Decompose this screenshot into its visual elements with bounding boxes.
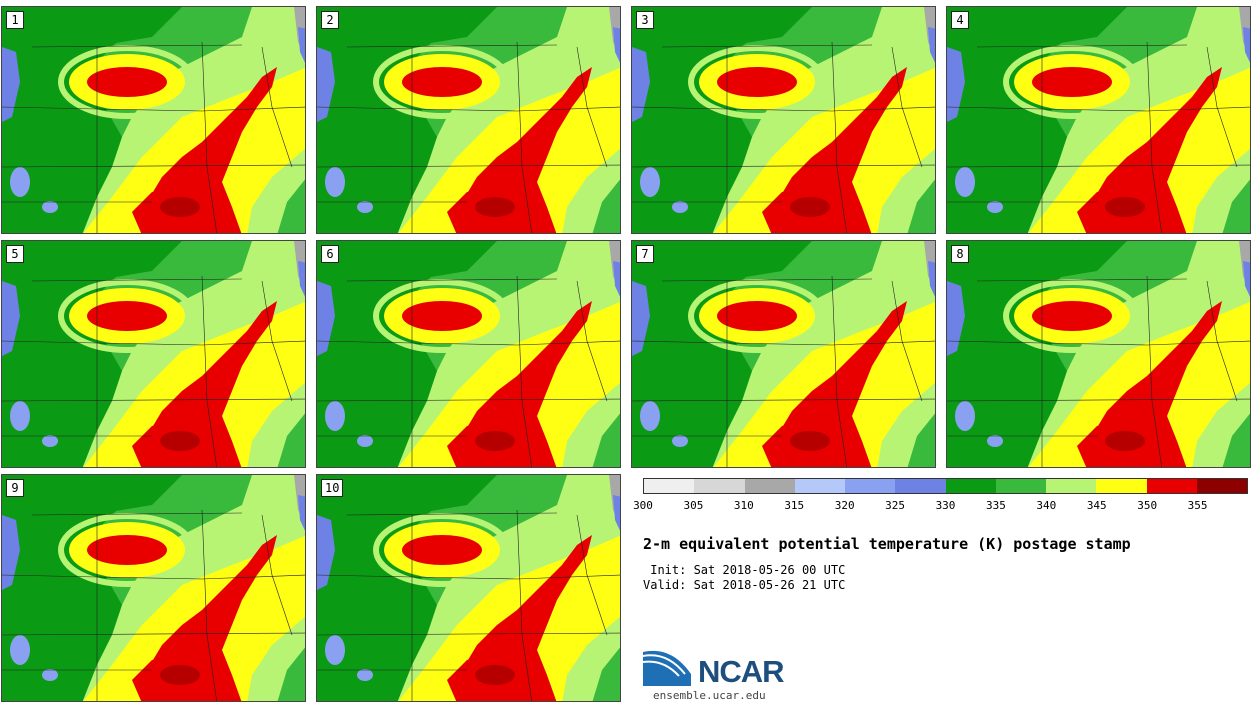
colorbar-swatch: [694, 479, 745, 493]
colorbar-swatch: [644, 479, 695, 493]
colorbar-swatch: [1196, 479, 1247, 493]
member-label: 8: [951, 245, 969, 263]
colorbar-swatch: [744, 479, 795, 493]
map-field: [947, 7, 1251, 234]
map-panel: 5: [1, 240, 306, 468]
map-field: [632, 7, 936, 234]
map-field: [2, 7, 306, 234]
member-label: 3: [636, 11, 654, 29]
colorbar: [643, 478, 1248, 494]
colorbar-swatch: [794, 479, 845, 493]
colorbar-ticks: 300 305 310 315 320 325 330 335 340 345 350 355: [633, 499, 1248, 513]
map-field: [947, 241, 1251, 468]
member-label: 5: [6, 245, 24, 263]
member-label: 6: [321, 245, 339, 263]
map-panel: 1: [1, 6, 306, 234]
figure-title: 2-m equivalent potential temperature (K)…: [643, 535, 1131, 553]
map-panel: 7: [631, 240, 936, 468]
colorbar-tick-label: 325: [885, 499, 906, 512]
member-label: 10: [321, 479, 344, 497]
map-field: [317, 241, 621, 468]
map-panel: 6: [316, 240, 621, 468]
map-field: [632, 241, 936, 468]
colorbar-swatch: [1096, 479, 1147, 493]
member-label: 7: [636, 245, 654, 263]
colorbar-swatch: [945, 479, 996, 493]
colorbar-swatch: [895, 479, 946, 493]
colorbar-tick-label: 310: [733, 499, 754, 512]
colorbar-tick-label: 330: [935, 499, 956, 512]
map-panel: 2: [316, 6, 621, 234]
map-field: [317, 7, 621, 234]
map-panel: 4: [946, 6, 1251, 234]
colorbar-tick-label: 320: [834, 499, 855, 512]
map-panel: 9: [1, 474, 306, 702]
colorbar-swatch: [1046, 479, 1097, 493]
colorbar-tick-label: 300: [633, 499, 653, 512]
member-label: 9: [6, 479, 24, 497]
colorbar-tick-label: 335: [985, 499, 1006, 512]
map-panel: 3: [631, 6, 936, 234]
colorbar-tick-label: 315: [784, 499, 805, 512]
ncar-wordmark: NCAR: [698, 654, 785, 689]
colorbar-swatch: [1146, 479, 1197, 493]
ncar-logo-icon: [643, 650, 691, 686]
map-field: [2, 475, 306, 702]
member-label: 1: [6, 11, 24, 29]
colorbar-tick-label: 350: [1137, 499, 1158, 512]
colorbar-tick-label: 345: [1086, 499, 1107, 512]
map-panel: 8: [946, 240, 1251, 468]
map-field: [317, 475, 621, 702]
colorbar-swatch: [845, 479, 896, 493]
valid-time: Valid: Sat 2018-05-26 21 UTC: [643, 578, 846, 592]
member-label: 4: [951, 11, 969, 29]
init-time: Init: Sat 2018-05-26 00 UTC: [643, 563, 846, 577]
map-field: [2, 241, 306, 468]
member-label: 2: [321, 11, 339, 29]
colorbar-tick-label: 340: [1036, 499, 1057, 512]
colorbar-tick-label: 355: [1187, 499, 1208, 512]
map-panel: 10: [316, 474, 621, 702]
colorbar-swatch: [995, 479, 1046, 493]
logo-url: ensemble.ucar.edu: [653, 689, 766, 702]
colorbar-tick-label: 305: [683, 499, 704, 512]
